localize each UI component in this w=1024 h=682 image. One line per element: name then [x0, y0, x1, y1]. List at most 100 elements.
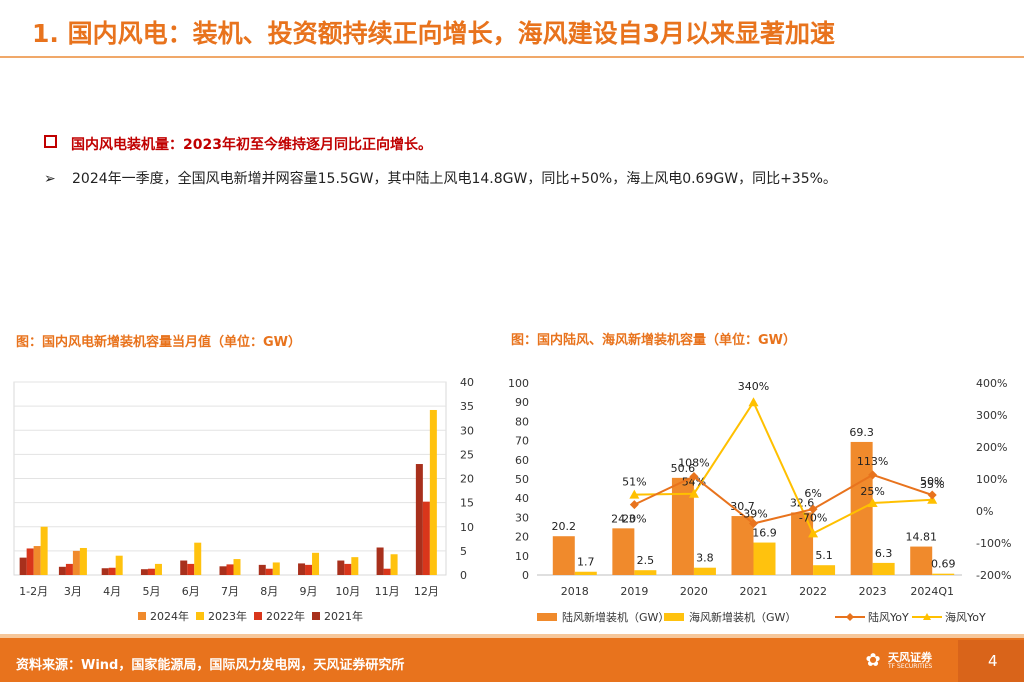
bar-2023年: [272, 562, 280, 575]
y-tick-label: 15: [460, 497, 474, 510]
y-tick-label: 35: [460, 400, 474, 413]
x-tick-label: 6月: [182, 585, 200, 598]
bar-2022年: [422, 501, 430, 575]
bar-2022年: [26, 548, 34, 575]
onshore-value-label: 32.6: [790, 496, 815, 509]
line-海风YoY: [634, 400, 933, 535]
y-tick-label: 100: [508, 377, 529, 390]
x-tick-label: 7月: [221, 585, 239, 598]
y-tick-label: 20: [460, 473, 474, 486]
bar-2023年: [351, 557, 359, 575]
onshore-value-label: 14.81: [905, 531, 937, 544]
offshore-value-label: 5.1: [815, 549, 833, 562]
x-tick-label: 2021: [740, 585, 768, 598]
y-tick-label: 5: [460, 545, 467, 558]
marker-海风YoY: [867, 498, 878, 507]
legend-swatch: [254, 612, 262, 620]
x-tick-label: 2024Q1: [910, 585, 954, 598]
y-tick-label: 90: [515, 396, 529, 409]
legend-swatch: [537, 613, 557, 621]
marker-陆风YoY: [868, 470, 878, 480]
yoy-value-label: 340%: [738, 380, 769, 393]
bar-2021年: [180, 560, 188, 575]
offshore-value-label: 3.8: [696, 552, 714, 565]
y-right-tick-label: -100%: [976, 537, 1011, 550]
legend-marker: [846, 613, 854, 621]
y-tick-label: 0: [522, 569, 529, 582]
bar-2021年: [101, 568, 109, 575]
offshore-value-label: 2.5: [637, 554, 655, 567]
legend-label: 2021年: [324, 609, 363, 623]
marker-陆风YoY: [927, 490, 937, 500]
bar-offshore: [813, 565, 836, 575]
bar-2022年: [344, 563, 352, 575]
bar-2024年: [72, 550, 80, 575]
bar-2021年: [140, 569, 148, 575]
y-tick-label: 10: [460, 521, 474, 534]
bar-onshore: [612, 528, 635, 575]
bar-offshore: [693, 567, 716, 575]
y-tick-label: 60: [515, 454, 529, 467]
bar-2021年: [19, 557, 27, 575]
y-tick-label: 40: [515, 492, 529, 505]
legend-swatch: [196, 612, 204, 620]
marker-海风YoY: [748, 397, 759, 407]
brand-logo: ✿ 天风证券 TF SECURITIES: [862, 648, 962, 676]
legend-label: 2022年: [266, 609, 305, 623]
bar-onshore: [671, 477, 694, 575]
page-number-box: [958, 640, 1024, 682]
legend-swatch: [664, 613, 684, 621]
bar-2021年: [219, 566, 227, 575]
x-tick-label: 9月: [300, 585, 318, 598]
bar-2022年: [147, 568, 155, 575]
bar-onshore: [910, 546, 933, 575]
bar-2022年: [226, 564, 234, 575]
bullet-sub: ➢ 2024年一季度，全国风电新增并网容量15.5GW，其中陆上风电14.8GW，…: [44, 168, 837, 188]
yoy-value-label: 113%: [857, 455, 888, 468]
y-tick-label: 30: [515, 511, 529, 524]
page-number: 4: [988, 652, 998, 670]
marker-海风YoY: [688, 488, 699, 498]
x-tick-label: 3月: [64, 585, 82, 598]
flower-logo-icon: ✿: [865, 650, 881, 671]
legend-label: 海风新增装机（GW）: [689, 610, 796, 624]
bar-2022年: [108, 567, 116, 575]
y-tick-label: 0: [460, 569, 467, 582]
yoy-value-label: 20%: [622, 513, 646, 526]
bar-offshore: [574, 571, 597, 575]
onshore-value-label: 20.2: [552, 520, 577, 533]
y-tick-label: 70: [515, 435, 529, 448]
right-figure-title: 图：国内陆风、海风新增装机容量（单位：GW）: [511, 333, 797, 348]
logo-en-text: TF SECURITIES: [888, 663, 933, 670]
bar-2021年: [298, 563, 306, 575]
left-figure-title: 图：国内风电新增装机容量当月值（单位：GW）: [16, 335, 302, 350]
line-陆风YoY: [633, 473, 933, 525]
y-right-tick-label: 400%: [976, 377, 1007, 390]
y-right-tick-label: 0%: [976, 505, 993, 518]
legend-label: 2023年: [208, 609, 247, 623]
bar-2023年: [40, 526, 48, 575]
y-tick-label: 25: [460, 448, 474, 461]
y-tick-label: 20: [515, 531, 529, 544]
offshore-value-label: 16.9: [752, 527, 777, 540]
legend-swatch: [312, 612, 320, 620]
x-tick-label: 2023: [859, 585, 887, 598]
legend-label: 陆风YoY: [868, 610, 909, 624]
marker-陆风YoY: [629, 500, 639, 510]
yoy-value-label: 51%: [622, 476, 646, 489]
bar-2023年: [79, 547, 87, 575]
bullet-sub-text: 2024年一季度，全国风电新增并网容量15.5GW，其中陆上风电14.8GW，同…: [72, 171, 837, 187]
bar-2022年: [265, 568, 273, 575]
bar-2023年: [312, 552, 320, 575]
x-tick-label: 2020: [680, 585, 708, 598]
bar-2023年: [154, 563, 162, 575]
y-tick-label: 30: [460, 424, 474, 437]
y-tick-label: 80: [515, 415, 529, 428]
bar-2022年: [187, 563, 195, 575]
arrow-bullet-icon: ➢: [44, 171, 56, 187]
x-tick-label: 12月: [414, 585, 439, 598]
onshore-value-label: 50.6: [671, 462, 696, 475]
legend-swatch: [138, 612, 146, 620]
bar-onshore: [731, 516, 754, 575]
